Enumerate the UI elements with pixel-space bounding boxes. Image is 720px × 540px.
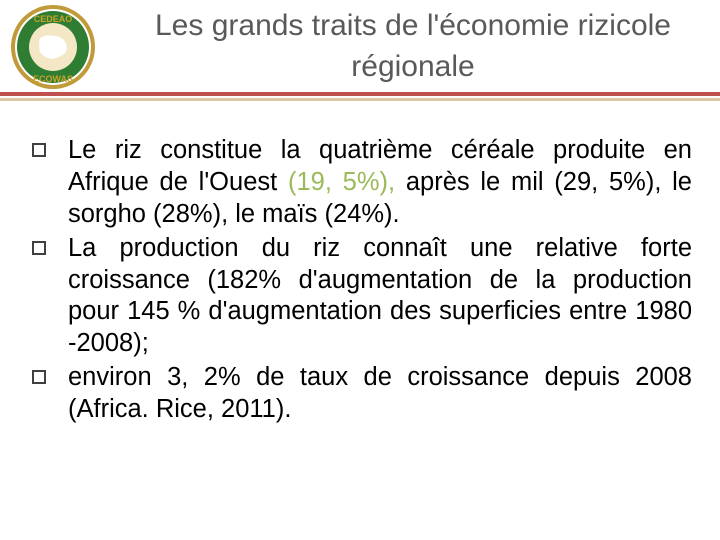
list-item: environ 3, 2% de taux de croissance depu… (32, 362, 692, 426)
header: CEDEAO ECOWAS Les grands traits de l'éco… (0, 0, 720, 110)
bullet-box-icon (32, 143, 46, 157)
bullet-list: Le riz constitue la quatrième céréale pr… (32, 135, 692, 428)
logo-bottom-text: ECOWAS (33, 74, 73, 84)
title-underline (0, 92, 720, 102)
logo-top-text: CEDEAO (34, 14, 73, 24)
slide-title: Les grands traits de l'économie rizicole… (118, 6, 708, 87)
bullet-box-icon (32, 370, 46, 384)
list-item: Le riz constitue la quatrième céréale pr… (32, 135, 692, 231)
ecowas-logo: CEDEAO ECOWAS (10, 4, 96, 90)
bullet-box-icon (32, 241, 46, 255)
bullet-text: La production du riz connaît une relativ… (68, 233, 692, 361)
bullet-text: Le riz constitue la quatrième céréale pr… (68, 135, 692, 231)
bullet-text: environ 3, 2% de taux de croissance depu… (68, 362, 692, 426)
list-item: La production du riz connaît une relativ… (32, 233, 692, 361)
